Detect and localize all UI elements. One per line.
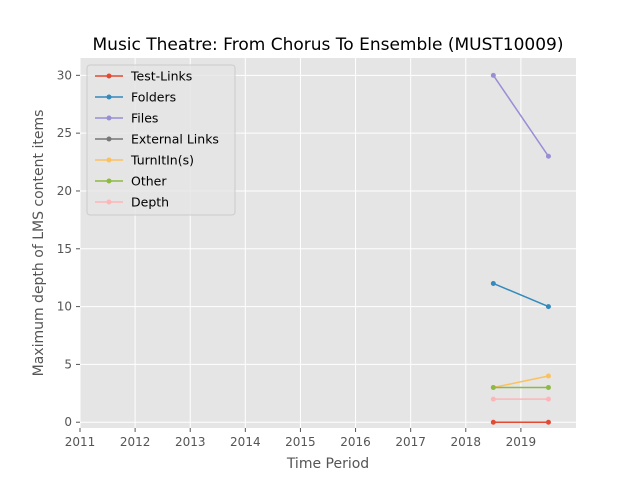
series-lines bbox=[490, 72, 551, 425]
y-tick-label: 5 bbox=[64, 357, 72, 371]
y-tick-label: 25 bbox=[57, 126, 72, 140]
legend-label: Test-Links bbox=[130, 69, 192, 84]
x-tick-label: 2016 bbox=[340, 435, 371, 449]
data-point bbox=[490, 419, 496, 425]
series-line bbox=[493, 282, 549, 308]
data-point bbox=[490, 385, 496, 391]
data-point bbox=[490, 72, 496, 78]
legend-swatch-marker bbox=[106, 178, 112, 184]
series-line bbox=[493, 375, 549, 389]
x-tick-label: 2012 bbox=[120, 435, 151, 449]
legend-label: Other bbox=[131, 174, 167, 189]
axis-ticks: 2011 2012 2013 2014 2015 2016 2017 2018 20190510… bbox=[57, 68, 536, 449]
x-tick-label: 2014 bbox=[230, 435, 261, 449]
legend-label: Files bbox=[131, 111, 158, 126]
y-tick-label: 20 bbox=[57, 184, 72, 198]
x-tick-label: 2011 bbox=[65, 435, 96, 449]
data-point bbox=[545, 304, 551, 310]
data-point bbox=[545, 153, 551, 159]
x-tick-label: 2015 bbox=[285, 435, 316, 449]
data-point bbox=[545, 373, 551, 379]
legend-swatch-marker bbox=[106, 94, 112, 100]
y-axis-label: Maximum depth of LMS content items bbox=[31, 110, 47, 377]
chart-title: Music Theatre: From Chorus To Ensemble (… bbox=[93, 35, 564, 55]
data-point bbox=[545, 396, 551, 402]
legend-label: TurnItIn(s) bbox=[130, 153, 194, 168]
legend-label: Depth bbox=[131, 195, 169, 210]
legend-label: External Links bbox=[131, 132, 219, 147]
legend-swatch-marker bbox=[106, 157, 112, 163]
x-tick-label: 2019 bbox=[506, 435, 537, 449]
legend-swatch-marker bbox=[106, 73, 112, 79]
x-tick-label: 2018 bbox=[451, 435, 482, 449]
data-point bbox=[545, 419, 551, 425]
legend: Test-Links Folders Files External Links Turn… bbox=[86, 64, 236, 216]
y-tick-label: 30 bbox=[57, 68, 72, 82]
legend-swatch-marker bbox=[106, 115, 112, 121]
y-tick-label: 10 bbox=[57, 300, 72, 314]
legend-swatch-marker bbox=[106, 136, 112, 142]
data-point bbox=[490, 396, 496, 402]
legend-swatch-marker bbox=[106, 199, 112, 205]
y-tick-label: 0 bbox=[64, 415, 72, 429]
series-line bbox=[492, 74, 550, 157]
y-tick-label: 15 bbox=[57, 242, 72, 256]
x-tick-label: 2017 bbox=[395, 435, 426, 449]
data-point bbox=[545, 385, 551, 391]
legend-box bbox=[86, 64, 236, 216]
legend-label: Folders bbox=[131, 90, 176, 105]
x-axis-label: Time Period bbox=[286, 456, 369, 472]
x-tick-label: 2013 bbox=[175, 435, 206, 449]
data-point bbox=[490, 280, 496, 286]
